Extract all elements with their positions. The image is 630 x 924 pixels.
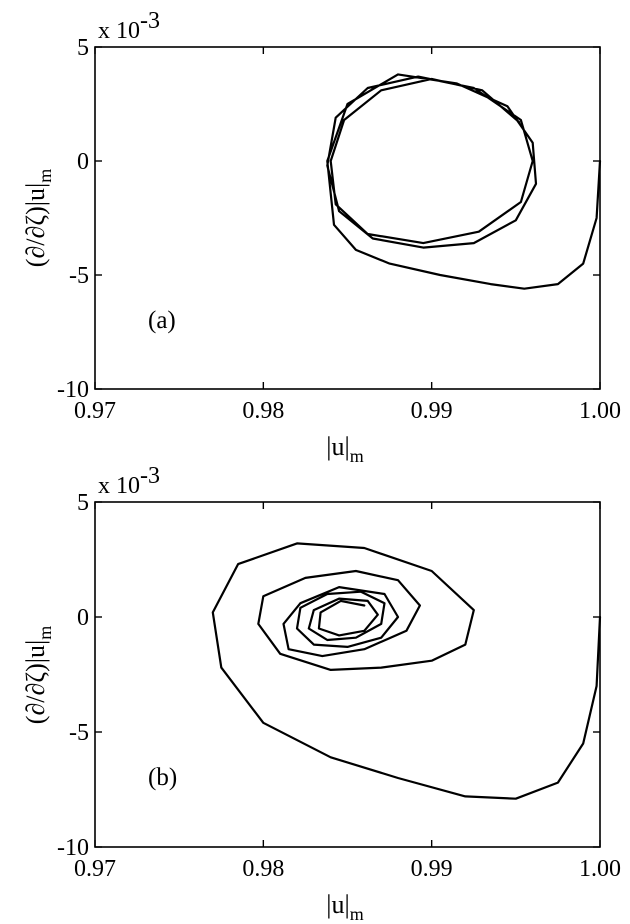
y-tick-label-a-2: -5 — [69, 263, 89, 289]
plot-frame-b — [94, 501, 601, 848]
y-tick-label-b-2: -5 — [69, 720, 89, 746]
x-tick-label-b-1: 0.98 — [242, 856, 284, 882]
x-tick-label-b-0: 0.97 — [74, 856, 116, 882]
x-tick-label-a-1: 0.98 — [242, 398, 284, 424]
trajectory-a — [326, 73, 602, 290]
x-tick-label-b-2: 0.99 — [411, 856, 453, 882]
y-tick-label-a-1: 0 — [77, 149, 89, 175]
y-axis-label-b: (∂/∂ζ)|u|m — [21, 626, 55, 724]
y-tick-label-a-3: -10 — [57, 377, 89, 403]
panel-b: 0.97 0.98 0.99 1.00 5 0 -5 -10 (b) x 10-3 |u|m… — [21, 463, 621, 924]
y-tick-label-b-0: 5 — [77, 490, 89, 516]
y-tick-label-b-1: 0 — [77, 605, 89, 631]
panel-label-a: (a) — [148, 307, 176, 334]
x-tick-label-a-2: 0.99 — [411, 398, 453, 424]
plot-frame-a — [94, 46, 601, 390]
x-tick-label-a-3: 1.00 — [579, 398, 621, 424]
trajectory-b — [211, 542, 602, 800]
y-multiplier-a: x 10-3 — [98, 8, 160, 44]
y-axis-label-a: (∂/∂ζ)|u|m — [21, 169, 55, 267]
x-tick-label-a-0: 0.97 — [74, 398, 116, 424]
x-tick-label-b-3: 1.00 — [579, 856, 621, 882]
x-axis-label-b: |u|m — [326, 890, 363, 924]
panel-a: 0.97 0.98 0.99 1.00 5 0 -5 -10 (a) x 10-3 |u|m… — [21, 8, 621, 466]
x-axis-label-a: |u|m — [326, 432, 363, 466]
y-multiplier-b: x 10-3 — [98, 463, 160, 499]
y-tick-label-b-3: -10 — [57, 835, 89, 861]
y-tick-label-a-0: 5 — [77, 35, 89, 61]
panel-label-b: (b) — [148, 764, 177, 791]
